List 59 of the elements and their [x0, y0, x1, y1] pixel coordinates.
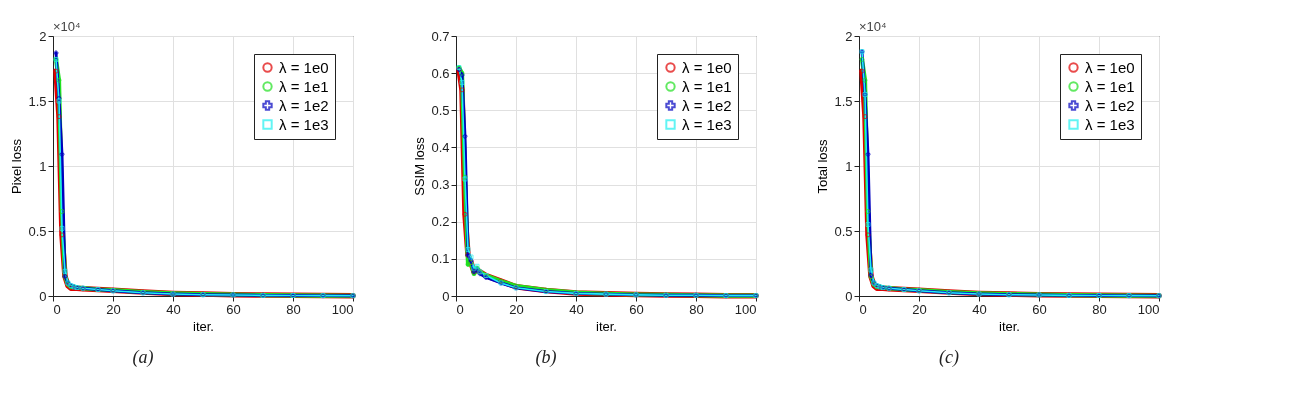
y-tick-label: 0.2 [431, 214, 450, 230]
legend-label: λ = 1e2 [1085, 96, 1135, 114]
legend-label: λ = 1e2 [682, 96, 732, 114]
y-tick-label: 1.5 [28, 93, 47, 109]
x-tick-label: 80 [1092, 301, 1107, 317]
legend-label: λ = 1e3 [279, 115, 329, 133]
y-tick-label: 0.5 [28, 223, 47, 239]
y-axis-title: Pixel loss [9, 138, 25, 194]
legend-label: λ = 1e1 [682, 77, 732, 95]
y-tick-label: 0.7 [431, 28, 450, 44]
y-tick-label: 2 [845, 28, 853, 44]
y-tick-label: 0 [39, 288, 47, 304]
text: ×10⁴ [53, 19, 81, 34]
x-tick-label: 20 [912, 301, 927, 317]
x-axis-title: iter. [193, 318, 214, 334]
x-tick-label: 40 [166, 301, 181, 317]
y-tick-label: 0.5 [834, 223, 853, 239]
y-tick-label: 1.5 [834, 93, 853, 109]
legend-label: λ = 1e1 [1085, 77, 1135, 95]
text: (c) [939, 347, 959, 368]
y-tick-label: 0.1 [431, 251, 450, 267]
legend-label: λ = 1e3 [1085, 115, 1135, 133]
x-tick-label: 100 [734, 301, 757, 317]
x-tick-label: 20 [509, 301, 524, 317]
y-tick-label: 0.4 [431, 139, 450, 155]
x-tick-label: 40 [972, 301, 987, 317]
x-tick-label: 60 [226, 301, 241, 317]
x-tick-label: 20 [106, 301, 121, 317]
x-tick-label: 40 [569, 301, 584, 317]
legend-label: λ = 1e0 [1085, 58, 1135, 76]
y-tick-label: 0 [845, 288, 853, 304]
x-axis-title: iter. [596, 318, 617, 334]
x-tick-label: 0 [53, 301, 61, 317]
y-tick-label: 0 [442, 288, 450, 304]
x-tick-label: 60 [629, 301, 644, 317]
y-tick-label: 0.5 [431, 102, 450, 118]
y-tick-label: 1 [39, 158, 47, 174]
text: (b) [535, 347, 557, 368]
y-tick-label: 1 [845, 158, 853, 174]
legend-label: λ = 1e1 [279, 77, 329, 95]
x-tick-label: 80 [286, 301, 301, 317]
x-tick-label: 100 [331, 301, 354, 317]
x-tick-label: 60 [1032, 301, 1047, 317]
y-axis-title: SSIM loss [412, 136, 428, 196]
y-tick-label: 0.3 [431, 177, 450, 193]
text: ×10⁴ [859, 19, 887, 34]
x-tick-label: 0 [859, 301, 867, 317]
x-tick-label: 80 [689, 301, 704, 317]
y-tick-label: 2 [39, 28, 47, 44]
legend-label: λ = 1e2 [279, 96, 329, 114]
y-tick-label: 0.6 [431, 65, 450, 81]
x-axis-title: iter. [999, 318, 1020, 334]
x-tick-label: 0 [456, 301, 464, 317]
y-axis-title: Total loss [815, 138, 831, 194]
text: (a) [132, 347, 154, 368]
legend-label: λ = 1e0 [279, 58, 329, 76]
x-tick-label: 100 [1137, 301, 1160, 317]
legend-label: λ = 1e0 [682, 58, 732, 76]
legend-label: λ = 1e3 [682, 115, 732, 133]
